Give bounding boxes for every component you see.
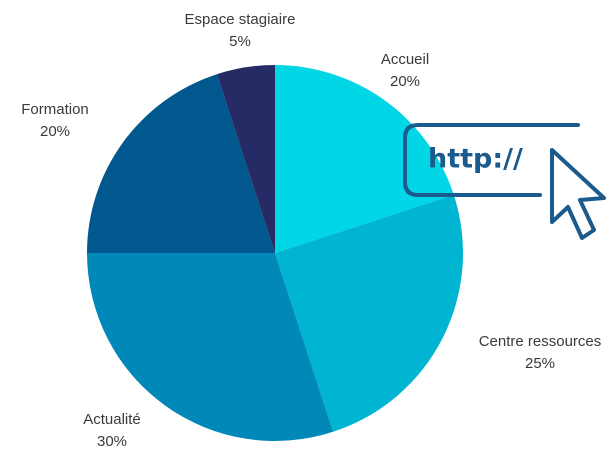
cursor xyxy=(550,148,606,240)
slice-label: Centre ressources xyxy=(479,333,602,350)
slice-value-label: 30% xyxy=(97,433,127,449)
url-box xyxy=(403,123,580,197)
slice-label: Accueil xyxy=(381,51,429,68)
slice-value-label: 20% xyxy=(40,123,70,140)
slice-label: Formation xyxy=(21,101,89,118)
slice-value-label: 5% xyxy=(229,33,251,50)
slice-label: Espace stagiaire xyxy=(185,11,296,28)
slice-value-label: 25% xyxy=(525,355,555,372)
pie-slice xyxy=(216,65,275,253)
pie-slice xyxy=(275,194,463,432)
pie-slice xyxy=(87,253,334,441)
slice-label: Actualité xyxy=(83,411,141,428)
link-icon: http:// xyxy=(403,123,606,240)
url-text: http:// xyxy=(428,144,523,175)
pie-slice xyxy=(87,74,275,253)
slice-value-label: 20% xyxy=(390,73,420,90)
pie-slice xyxy=(275,65,454,253)
